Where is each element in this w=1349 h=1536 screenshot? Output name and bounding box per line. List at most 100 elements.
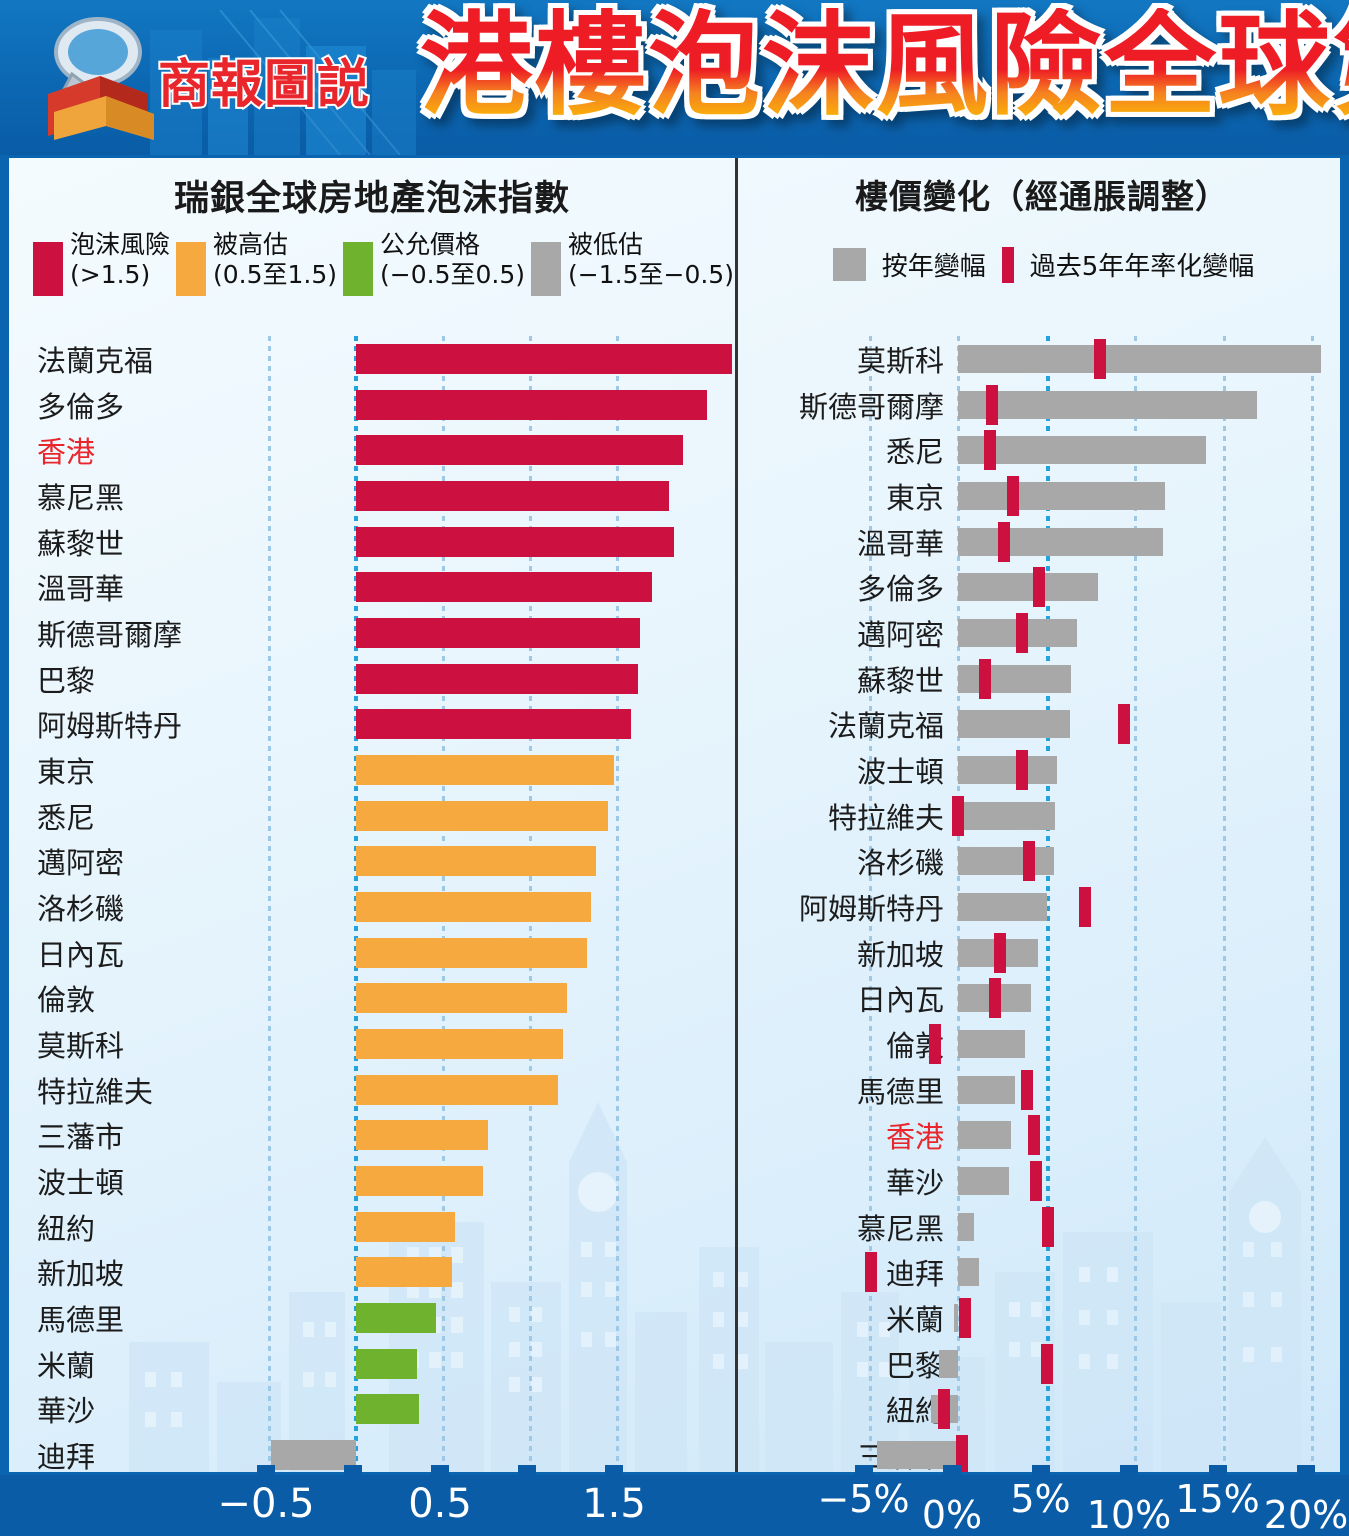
right-marker-18 — [1029, 1161, 1042, 1202]
right-gray-bar-12 — [958, 893, 1047, 921]
left-bar-2 — [356, 435, 684, 466]
right-tick-label-1: 0% — [921, 1493, 983, 1536]
left-bar-24 — [270, 1440, 356, 1471]
left-row-label-0: 法蘭克福 — [37, 343, 154, 378]
right-gray-bar-24 — [876, 1441, 958, 1470]
right-tick-label-0: −5% — [817, 1477, 910, 1521]
right-tick-label-5: 20% — [1263, 1493, 1349, 1536]
logo-text: 商報圖説 — [156, 53, 371, 117]
right-row-label-0: 莫斯科 — [856, 343, 944, 378]
right-gray-bar-8 — [958, 710, 1070, 739]
right-chart-plot-area: 莫斯科 斯德哥爾摩 悉尼 東京 溫哥華 多倫多 邁阿密 蘇黎世 法蘭克福 波士頓 特拉維夫 洛杉磯 阿姆… — [738, 336, 1340, 1472]
left-bar-5 — [356, 572, 652, 603]
right-row-label-11: 洛杉磯 — [856, 846, 944, 881]
right-gray-bar-9 — [958, 755, 1058, 784]
left-row-label-1: 多倫多 — [37, 389, 125, 424]
legend-item-undervalued: 被低估 (−1.5至−0.5) — [531, 230, 734, 296]
right-gray-bar-3 — [958, 481, 1166, 510]
left-row-label-21: 馬德里 — [37, 1303, 125, 1338]
left-bar-16 — [356, 1074, 558, 1105]
right-row-label-2: 悉尼 — [885, 435, 944, 470]
right-tick-5 — [1297, 1465, 1315, 1477]
right-row-label-6: 邁阿密 — [856, 617, 944, 652]
right-row-label-1: 斯德哥爾摩 — [798, 389, 944, 424]
right-gray-bar-19 — [958, 1212, 974, 1241]
legend-label-undervalued: 被低估 (−1.5至−0.5) — [568, 230, 734, 289]
right-row-label-9: 波士頓 — [856, 754, 944, 789]
right-row-label-14: 日內瓦 — [856, 983, 944, 1018]
right-marker-2 — [983, 430, 996, 471]
header-banner: 商報圖説 港樓泡沫風險全球第三 — [0, 0, 1349, 155]
left-bar-12 — [356, 892, 591, 922]
right-gray-bar-18 — [958, 1167, 1010, 1196]
left-row-label-4: 蘇黎世 — [37, 526, 125, 561]
left-row-label-13: 日內瓦 — [37, 937, 125, 972]
gridline-1.5 — [616, 336, 619, 1472]
right-marker-3 — [1006, 475, 1019, 516]
right-row-label-20: 迪拜 — [885, 1257, 944, 1292]
left-tick-0 — [257, 1465, 275, 1477]
logo-magnifier-book-icon — [48, 17, 154, 140]
right-marker-7 — [978, 658, 991, 699]
right-row-label-18: 華沙 — [885, 1166, 944, 1201]
right-marker-9 — [1015, 749, 1028, 790]
right-row-label-5: 多倫多 — [856, 572, 944, 607]
right-marker-22 — [1040, 1343, 1053, 1384]
gridline-10pct — [1134, 336, 1137, 1472]
right-marker-19 — [1042, 1206, 1055, 1247]
right-marker-8 — [1118, 704, 1131, 745]
left-row-label-14: 倫敦 — [37, 983, 96, 1018]
axis-strip: −0.5 0.5 1.5 −5% 0% 5% 10% 15% 20% — [0, 1465, 1349, 1536]
right-tick-3 — [1120, 1465, 1138, 1477]
right-gray-bar-2 — [958, 436, 1206, 465]
right-marker-14 — [989, 978, 1002, 1019]
left-chart-column: 瑞銀全球房地產泡沫指數 泡沫風險 (>1.5) 被高估 (0.5至1.5) 公允價格… — [9, 158, 735, 1472]
right-marker-1 — [985, 384, 998, 425]
left-row-label-7: 巴黎 — [37, 663, 96, 698]
left-bar-9 — [356, 754, 614, 785]
left-tick-label-0: −0.5 — [217, 1481, 315, 1527]
right-row-label-21: 米蘭 — [885, 1303, 944, 1338]
right-marker-12 — [1079, 887, 1092, 927]
legend-item-fair-value: 公允價格 (−0.5至0.5) — [343, 230, 525, 296]
left-row-label-16: 特拉維夫 — [37, 1074, 154, 1109]
legend-swatch-yearly-change — [832, 248, 866, 281]
right-gray-bar-4 — [958, 527, 1164, 556]
legend-label-bubble-risk: 泡沫風險 (>1.5) — [70, 230, 171, 289]
left-chart-legend: 泡沫風險 (>1.5) 被高估 (0.5至1.5) 公允價格 (−0.5至0.5) 被… — [25, 230, 735, 296]
left-row-label-18: 波士頓 — [37, 1166, 125, 1201]
left-row-label-17: 三藩市 — [37, 1120, 125, 1155]
right-row-label-19: 慕尼黑 — [856, 1211, 944, 1246]
right-chart-title: 樓價變化（經通脹調整） — [855, 177, 1229, 216]
left-chart-plot-area: 法蘭克福 多倫多 香港 慕尼黑 蘇黎世 溫哥華 斯德哥爾摩 巴黎 阿姆斯特丹 東京 悉尼 邁阿密 洛杉磯… — [9, 336, 735, 1472]
right-row-label-13: 新加坡 — [856, 937, 944, 972]
left-bar-15 — [356, 1029, 564, 1060]
left-row-label-3: 慕尼黑 — [37, 480, 125, 515]
right-marker-21 — [959, 1298, 972, 1339]
left-tick-label-2: 1.5 — [582, 1481, 646, 1527]
legend-swatch-fair-value — [343, 242, 374, 296]
gridline--5pct — [868, 336, 872, 1472]
right-tick-4 — [1208, 1465, 1227, 1477]
left-chart-title: 瑞銀全球房地產泡沫指數 — [173, 179, 570, 219]
left-row-label-5: 溫哥華 — [37, 572, 125, 607]
left-row-label-22: 米蘭 — [37, 1348, 96, 1383]
legend-swatch-5yr-annualized — [1001, 246, 1014, 283]
right-marker-15 — [928, 1024, 941, 1065]
right-gray-bar-7 — [958, 664, 1072, 693]
right-marker-13 — [994, 932, 1007, 973]
right-marker-5 — [1033, 567, 1046, 608]
left-bar-22 — [356, 1348, 417, 1379]
right-gray-bar-22 — [938, 1349, 958, 1378]
page-title: 港樓泡沫風險全球第三 — [420, 7, 1349, 126]
header-decorative-buildings — [150, 10, 416, 155]
left-row-label-19: 紐約 — [37, 1211, 96, 1246]
legend-swatch-bubble-risk — [33, 242, 63, 296]
left-bar-23 — [356, 1394, 419, 1425]
right-row-label-4: 溫哥華 — [856, 526, 944, 561]
right-marker-24 — [955, 1435, 968, 1472]
gridline--0.5 — [268, 336, 271, 1472]
gridline-15pct — [1222, 336, 1226, 1472]
left-bar-13 — [356, 937, 588, 968]
left-row-label-9: 東京 — [37, 754, 96, 789]
